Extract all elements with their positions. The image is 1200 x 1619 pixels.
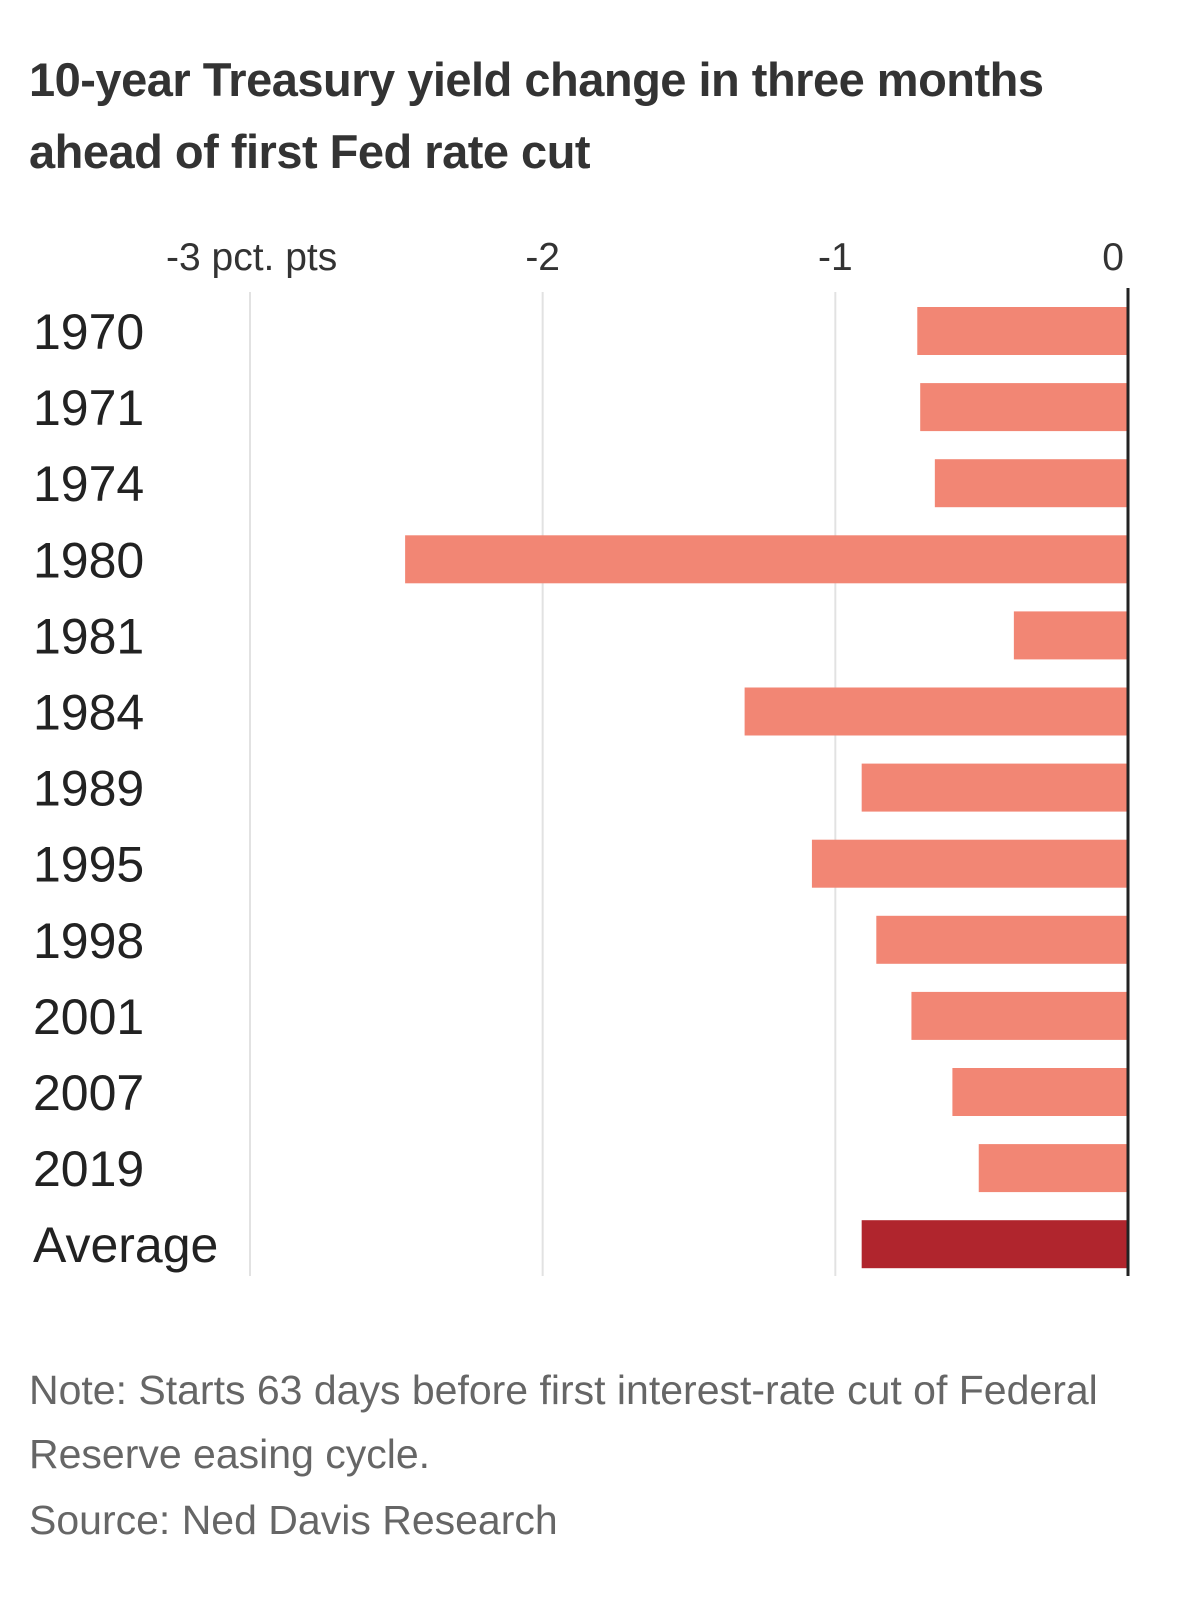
- chart-title: 10-year Treasury yield change in three m…: [29, 53, 1044, 178]
- category-label: 1984: [33, 685, 144, 741]
- bar-1981: [1013, 611, 1128, 660]
- category-label: 1998: [33, 913, 144, 969]
- category-label: 1970: [33, 304, 144, 360]
- category-label: Average: [33, 1217, 218, 1273]
- x-axis-ticks: -3 pct. pts -2 -1 0: [166, 236, 1124, 279]
- bar-2001: [911, 991, 1128, 1040]
- category-label: 2001: [33, 989, 144, 1045]
- category-label: 2019: [33, 1141, 144, 1197]
- category-label: 1995: [33, 837, 144, 893]
- bar-average: [861, 1220, 1128, 1269]
- bar-chart: -3 pct. pts -2 -1 0 1970 1971 1974 1980 1981 198…: [33, 236, 1130, 1276]
- bar-1998: [876, 915, 1128, 964]
- x-tick-label: 0: [1102, 236, 1124, 279]
- category-label: 1980: [33, 532, 144, 588]
- category-label: 1974: [33, 456, 144, 512]
- bar-2007: [952, 1068, 1128, 1116]
- bar-2019: [978, 1144, 1128, 1193]
- bar-1984: [744, 687, 1128, 736]
- bar-1980: [405, 535, 1128, 584]
- category-label: 1989: [33, 761, 144, 817]
- bar-1995: [811, 839, 1128, 888]
- chart-note: Note: Starts 63 days before first intere…: [29, 1367, 1098, 1477]
- x-tick-label: -3 pct. pts: [166, 236, 337, 279]
- bar-1974: [934, 459, 1128, 508]
- bars: [405, 307, 1128, 1269]
- x-tick-label: -1: [818, 236, 853, 279]
- category-label: 2007: [33, 1065, 144, 1121]
- category-label: 1971: [33, 380, 144, 436]
- category-label: 1981: [33, 608, 144, 664]
- x-tick-label: -2: [525, 236, 560, 279]
- category-labels: 1970 1971 1974 1980 1981 1984 1989 1995 1998 2001…: [33, 304, 218, 1273]
- bar-1971: [920, 383, 1128, 432]
- bar-1970: [917, 307, 1128, 355]
- gridlines: [249, 292, 837, 1276]
- chart-source: Source: Ned Davis Research: [29, 1497, 558, 1543]
- bar-1989: [861, 763, 1128, 812]
